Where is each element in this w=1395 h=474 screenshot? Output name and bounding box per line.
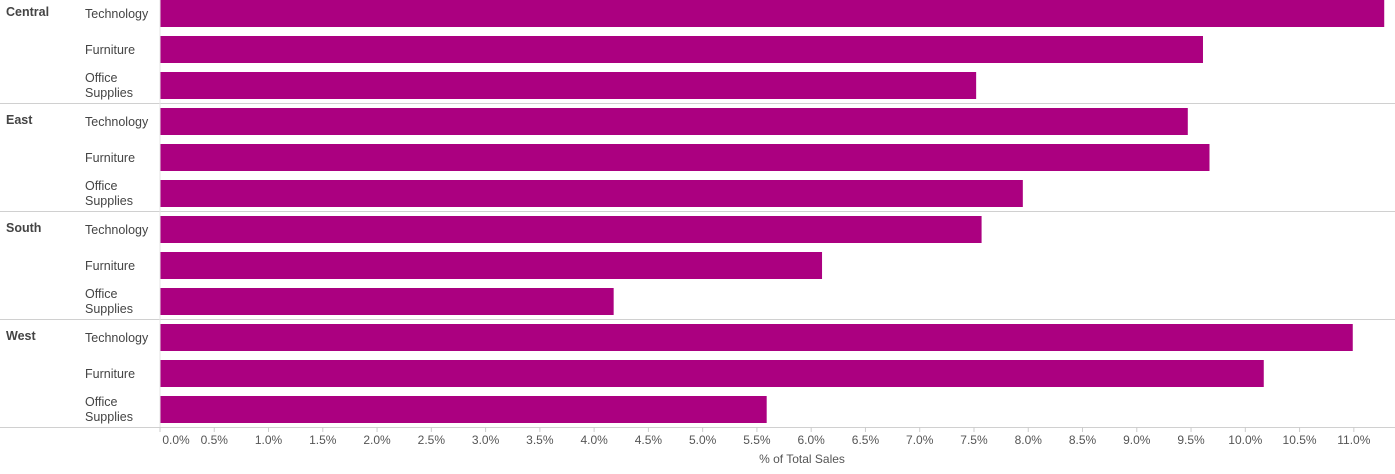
x-tick-label: 6.0% [798,433,826,447]
category-label: Technology [85,330,149,345]
category-label: Office Supplies [85,395,133,424]
category-label: Furniture [85,150,136,165]
category-label: Furniture [85,366,136,381]
category-label: Technology [85,6,149,21]
x-tick-label: 6.5% [852,433,880,447]
category-label: Technology [85,222,149,237]
x-tick-label: 0.5% [201,433,229,447]
region-label: West [6,329,36,343]
bar [160,0,1385,27]
x-tick-label: 4.5% [635,433,663,447]
bar [160,36,1203,63]
x-tick-label: 5.5% [743,433,771,447]
region-label: Central [6,5,50,19]
bar [160,252,823,279]
x-tick-label: 2.0% [363,433,391,447]
x-tick-label: 1.0% [255,433,283,447]
category-label: Furniture [85,258,136,273]
bar [160,108,1188,135]
region-label: East [6,113,33,127]
x-tick-label: 11.0% [1337,433,1370,447]
bar [160,216,982,243]
category-label: Office Supplies [85,287,133,316]
x-tick-label: 3.0% [472,433,500,447]
x-axis-title: % of Total Sales [759,452,845,466]
category-label: Office Supplies [85,71,133,100]
x-tick-label: 9.0% [1123,433,1151,447]
bar [160,144,1210,171]
x-tick-label: 1.5% [309,433,337,447]
bar [160,360,1264,387]
region-label: South [6,221,42,235]
x-tick-label: 8.0% [1015,433,1043,447]
x-tick-label: 10.5% [1283,433,1317,447]
bar [160,72,977,99]
x-tick-label: 5.0% [689,433,717,447]
bar [160,324,1353,351]
category-label: Furniture [85,42,136,57]
bar [160,396,767,423]
x-tick-label: 2.5% [418,433,446,447]
x-tick-label: 9.5% [1177,433,1205,447]
x-tick-label: 4.0% [580,433,608,447]
x-tick-label: 10.0% [1228,433,1262,447]
x-tick-label: 7.0% [906,433,934,447]
x-tick-label: 3.5% [526,433,554,447]
category-label: Technology [85,114,149,129]
bar [160,180,1023,207]
category-label: Office Supplies [85,179,133,208]
x-tick-label: 7.5% [960,433,988,447]
bar [160,288,614,315]
x-tick-label: 8.5% [1069,433,1097,447]
x-tick-label: 0.0% [162,433,190,447]
